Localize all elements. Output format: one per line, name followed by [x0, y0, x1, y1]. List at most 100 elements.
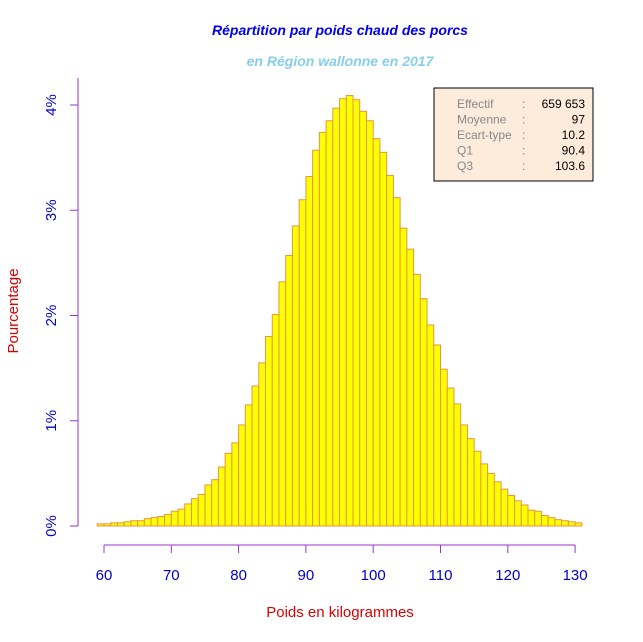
histogram-bar [325, 120, 334, 527]
stat-label: Q3 [457, 159, 473, 173]
x-axis-title: Poids en kilogrammes [266, 604, 414, 621]
histogram-bar [399, 227, 408, 527]
histogram-bar [305, 176, 314, 527]
x-tick-label: 70 [163, 567, 180, 584]
histogram-bar [446, 387, 455, 527]
x-tick-label: 100 [361, 567, 386, 584]
histogram-bar [190, 498, 199, 527]
y-tick-label: 0% [43, 515, 60, 537]
x-tick-label: 130 [563, 567, 588, 584]
histogram-bar [392, 197, 401, 527]
histogram-bar [372, 138, 381, 527]
histogram-bar [157, 516, 166, 527]
histogram-bar [426, 324, 435, 527]
histogram-bar [487, 472, 495, 527]
histogram-bar [365, 120, 374, 527]
histogram-bar [123, 521, 132, 527]
histogram-bar [352, 99, 361, 527]
stat-label: Moyenne [457, 113, 507, 127]
stat-separator: : [522, 128, 525, 142]
stats-box: Effectif: 659 653 Moyenne: 97 Ecart-type: 10.… [433, 87, 594, 182]
y-axis-title: Pourcentage [5, 268, 22, 353]
stat-value: 103.6 [555, 159, 585, 173]
y-tick-label: 2% [43, 305, 60, 327]
x-tick-label: 120 [495, 567, 520, 584]
histogram-bar [265, 336, 273, 527]
histogram-bar [271, 313, 280, 527]
histogram-bar [211, 479, 219, 527]
histogram-bar [285, 255, 293, 527]
histogram-bar [244, 404, 253, 527]
histogram-bar [534, 510, 542, 527]
histogram-bar [137, 520, 145, 527]
stat-value: 90.4 [562, 144, 586, 158]
bars [96, 95, 583, 527]
histogram-bar [278, 281, 287, 527]
histogram-bar [224, 452, 233, 527]
histogram-bar [507, 494, 516, 527]
histogram-bar [251, 385, 260, 527]
histogram-bar [312, 149, 320, 527]
x-tick-label: 60 [96, 567, 113, 584]
histogram-bar [460, 424, 468, 527]
histogram-bar [480, 463, 489, 527]
histogram-bar [110, 522, 118, 527]
histogram-bar [574, 522, 583, 527]
histogram-bar [150, 517, 159, 527]
histogram-bar [413, 273, 421, 527]
histogram-bar [143, 518, 152, 527]
histogram-bar [540, 514, 549, 527]
histogram-bar [466, 438, 475, 527]
histogram-bar [547, 517, 556, 527]
histogram-bar [291, 225, 300, 527]
histogram-bar [406, 248, 415, 527]
chart-subtitle: en Région wallonne en 2017 [247, 53, 435, 69]
histogram-bar [96, 523, 105, 527]
histogram-bar [440, 368, 448, 527]
x-tick-label: 110 [429, 567, 453, 584]
stat-value: 97 [572, 113, 586, 127]
histogram-bar [318, 131, 327, 527]
histogram-bar [567, 521, 576, 527]
stat-value: 659 653 [542, 97, 586, 111]
histogram-bar [238, 424, 246, 527]
histogram-bar [561, 520, 569, 527]
histogram-bar [500, 488, 509, 527]
histogram-bar [493, 481, 502, 527]
histogram-bar [345, 95, 354, 527]
stat-label: Ecart-type [457, 128, 512, 142]
x-tick-label: 80 [230, 567, 247, 584]
y-axis: 0% 1% 2% 3% 4% [43, 78, 79, 537]
histogram-bar [332, 107, 341, 527]
histogram-bar [386, 175, 394, 527]
y-tick-label: 4% [43, 94, 60, 116]
histogram-bar [116, 522, 125, 527]
stat-label: Q1 [457, 144, 473, 158]
stat-value: 10.2 [562, 128, 586, 142]
histogram-bar [217, 466, 226, 527]
histogram-bar [473, 450, 482, 527]
histogram-bar [103, 523, 112, 527]
histogram-bar [170, 510, 179, 527]
histogram-bar [453, 403, 462, 527]
histogram-bar [433, 344, 441, 527]
histogram-bar [258, 362, 267, 527]
stat-separator: : [522, 113, 525, 127]
x-axis: 60 70 80 90 100 110 120 130 [96, 544, 588, 584]
stat-separator: : [522, 97, 525, 111]
histogram-bar [419, 298, 428, 527]
histogram-bar [298, 199, 307, 527]
histogram-bar [554, 519, 563, 527]
histogram-bar [514, 500, 522, 527]
stat-separator: : [522, 159, 525, 173]
y-tick-label: 1% [43, 410, 60, 432]
histogram-bar [231, 442, 240, 527]
histogram-bar [177, 508, 186, 527]
histogram-bar [130, 520, 139, 527]
histogram-bar [339, 98, 347, 527]
histogram-bar [359, 110, 367, 527]
x-tick-label: 90 [298, 567, 315, 584]
histogram-bar [197, 493, 206, 527]
histogram-bar [204, 484, 213, 527]
